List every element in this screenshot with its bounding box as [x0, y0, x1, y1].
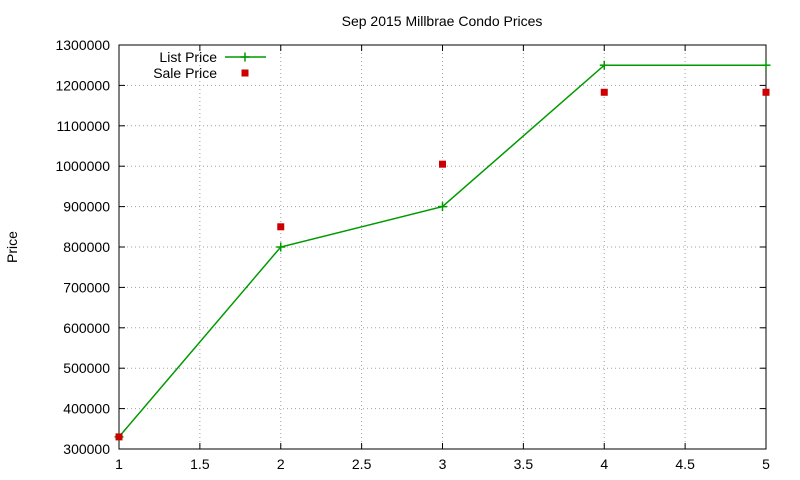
x-tick-label: 4.5 — [675, 456, 695, 472]
y-tick-label: 900000 — [63, 199, 110, 215]
list-price-point — [599, 60, 609, 70]
y-tick-label: 1200000 — [55, 77, 110, 93]
x-tick-label: 4 — [600, 456, 608, 472]
chart-title: Sep 2015 Millbrae Condo Prices — [342, 13, 543, 29]
series-layer — [114, 60, 771, 442]
x-tick-label: 3.5 — [514, 456, 534, 472]
list-price-point — [761, 60, 771, 70]
x-tick-label: 5 — [762, 456, 770, 472]
sale-price-point — [115, 433, 123, 441]
x-tick-label: 1.5 — [190, 456, 210, 472]
x-tick-label: 3 — [439, 456, 447, 472]
x-tick-label: 2.5 — [352, 456, 372, 472]
axis-ticks — [118, 44, 767, 450]
y-tick-label: 500000 — [63, 360, 110, 376]
y-tick-label: 1100000 — [57, 118, 111, 134]
y-axis-label: Price — [4, 231, 20, 263]
y-tick-labels: 300000 400000 500000 600000 700000 800000 9000… — [55, 37, 110, 457]
y-tick-label: 600000 — [63, 320, 110, 336]
legend-swatch-marker — [240, 52, 250, 62]
legend-label: Sale Price — [153, 65, 217, 81]
y-tick-label: 1300000 — [55, 37, 110, 53]
legend-swatch-marker — [241, 69, 249, 77]
x-tick-label: 1 — [115, 456, 123, 472]
y-tick-label: 300000 — [63, 441, 110, 457]
x-tick-label: 2 — [277, 456, 285, 472]
y-tick-label: 1000000 — [55, 158, 110, 174]
y-tick-label: 800000 — [63, 239, 110, 255]
list-price-point — [276, 242, 286, 252]
sale-price-point — [439, 160, 446, 168]
sale-price-point — [600, 88, 608, 96]
sale-price-point — [762, 88, 770, 96]
sale-price-point — [277, 223, 285, 231]
legend-label: List Price — [159, 49, 217, 65]
y-tick-label: 400000 — [63, 401, 110, 417]
x-tick-labels: 1 1.5 2 2.5 3 3.5 4 4.5 5 — [115, 456, 770, 472]
y-tick-label: 700000 — [63, 279, 110, 295]
list-price-point — [438, 202, 447, 212]
grid — [119, 45, 766, 449]
